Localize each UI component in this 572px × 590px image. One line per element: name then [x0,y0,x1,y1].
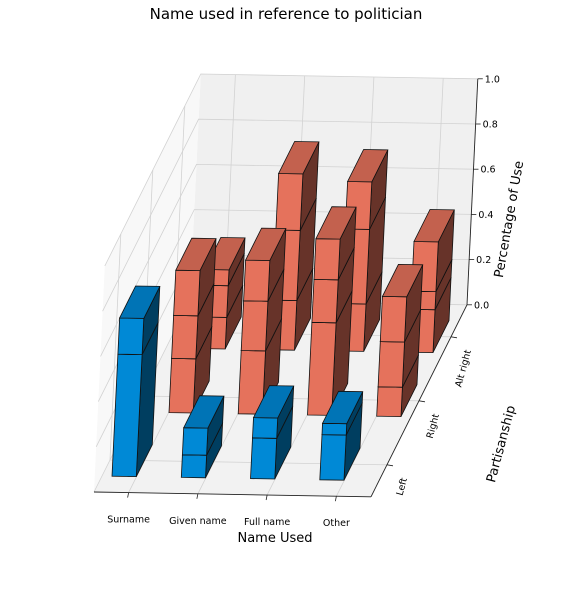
x-tick-mark [265,494,268,501]
y-tick-label: Left [395,476,410,496]
z-tick-label: 0.6 [480,165,495,176]
bar-other-0-31 [321,390,364,436]
z-tick-label: 0.2 [476,255,491,266]
y-tick-mark [418,400,426,403]
gridline-y-0 [109,233,388,466]
x-tick-mark [196,493,199,499]
z-tick-label: 1.0 [485,74,500,85]
z-tick-label: 0.4 [478,210,493,221]
z-tick-label: 0.8 [483,120,498,131]
bar-full-name-0-29 [252,385,295,439]
bar-other-1-23 [379,263,424,343]
z-axis-line [466,78,479,305]
gridline-z-4 [102,118,476,312]
x-tick-label: Given name [169,516,227,527]
y-tick-mark [450,336,458,339]
bar-given-name-0-27 [181,395,225,456]
x-tick-mark [127,492,130,498]
x-tick-label: Full name [244,517,290,528]
y-tick-mark [386,464,394,467]
bar-surname-0-25 [117,285,161,356]
y-tick-label: Alt right [453,348,474,388]
chart-title: Name used in reference to politician [150,5,423,23]
gridline-z-5 [104,73,478,267]
tick-labels: Surname Given name Full name Other Left Right… [107,74,500,529]
x-axis-line [93,491,372,498]
z-tick-label: 0.0 [474,300,489,311]
x-axis-label: Name Used [237,531,312,546]
y-tick-label: Right [425,412,442,439]
bar-given-name-1-17 [243,227,287,302]
bar-full-name-1-20 [313,206,357,281]
bar-given-name-2-5 [275,141,320,231]
bar-surname-1-14 [173,237,217,317]
x-tick-label: Other [323,518,350,529]
x-tick-label: Surname [107,515,150,526]
bars [111,141,455,481]
y-axis-label: Partisanship [484,404,519,484]
x-tick-mark [334,496,337,502]
z-axis-label: Percentage of Use [492,160,527,279]
